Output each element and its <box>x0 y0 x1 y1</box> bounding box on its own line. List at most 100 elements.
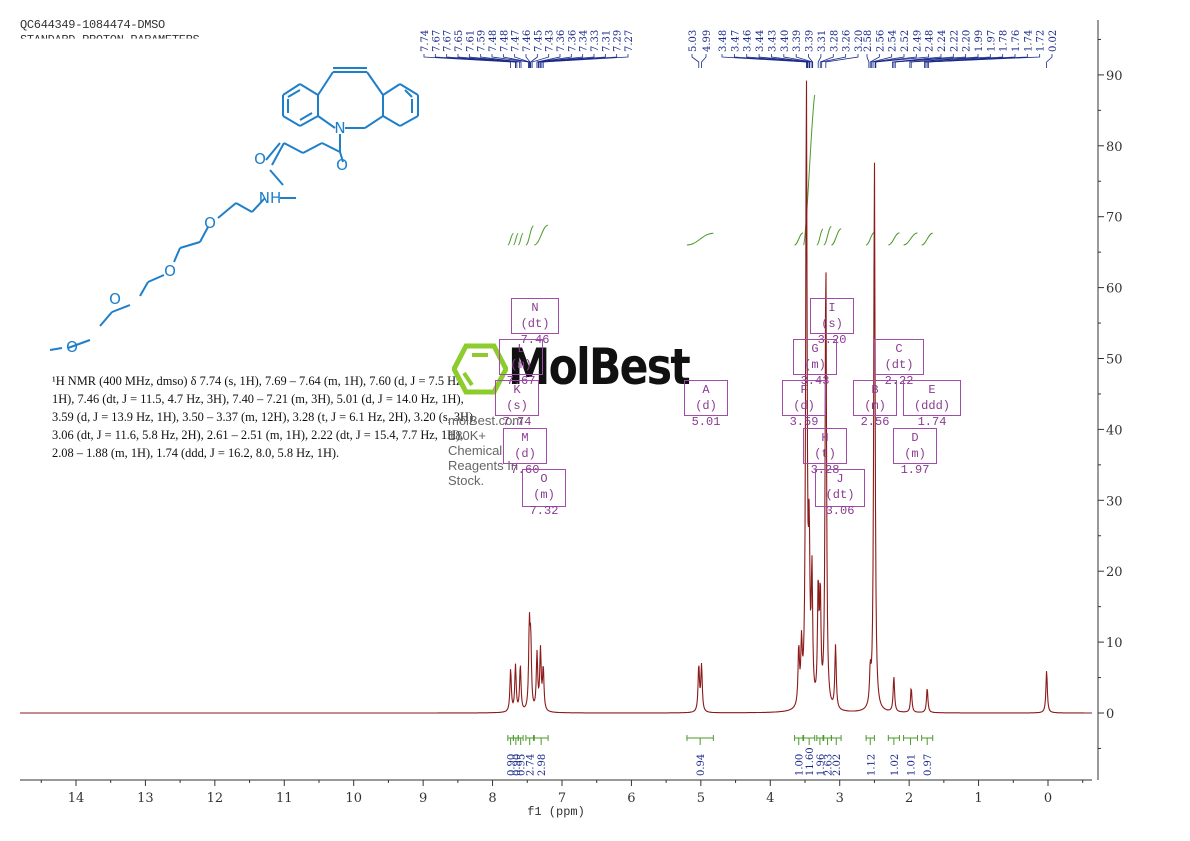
multiplet-shift: 2.22 <box>884 374 914 388</box>
y-tick-label: 40 <box>1106 423 1123 438</box>
peak-label: 7.34 <box>579 30 590 52</box>
peak-label: 1.97 <box>986 30 997 52</box>
peak-label: 5.03 <box>688 30 699 52</box>
multiplet-box-l: L (m) 7.67 <box>499 339 543 388</box>
peak-label: 2.20 <box>962 30 973 52</box>
multiplet-shift: 1.74 <box>917 415 947 429</box>
x-tick-label: 11 <box>276 791 293 806</box>
integral-value: 2.98 <box>537 754 548 776</box>
peak-label: 3.47 <box>730 30 741 52</box>
peak-label: 1.76 <box>1011 30 1022 52</box>
x-tick-label: 9 <box>419 791 427 806</box>
peak-label: 7.43 <box>545 30 556 52</box>
x-tick-label: 5 <box>697 791 705 806</box>
integral-value: 2.74 <box>526 754 537 776</box>
integral-curves <box>507 94 933 246</box>
molbest-logo-icon <box>452 343 508 395</box>
peak-label: 3.39 <box>792 30 803 52</box>
peak-label: 7.67 <box>443 30 454 52</box>
peak-label: 7.65 <box>454 30 465 52</box>
multiplet-shift: 7.32 <box>529 504 559 518</box>
x-tick-label: 2 <box>905 791 913 806</box>
peak-label: 2.56 <box>875 30 886 52</box>
multiplet-shift: 3.59 <box>789 415 819 429</box>
multiplet-box-k: K (s) 7.74 <box>495 380 539 429</box>
integral-value: 1.01 <box>907 754 918 776</box>
x-axis: 14 13 12 11 10 9 8 7 6 5 4 3 2 1 0f1 (ppm) <box>20 779 1092 819</box>
multiplet-type: E (ddd) <box>913 383 950 413</box>
peak-label: 2.22 <box>949 30 960 52</box>
y-tick-label: 10 <box>1106 636 1123 651</box>
multiplet-type: D (m) <box>904 431 926 461</box>
multiplet-shift: 3.28 <box>810 463 840 477</box>
atom-label: O <box>336 156 348 174</box>
peak-label: 3.39 <box>805 30 816 52</box>
atom-label: O <box>66 338 78 356</box>
peak-label: 1.78 <box>999 30 1010 52</box>
multiplet-type: B (m) <box>864 383 886 413</box>
peak-label: 2.49 <box>912 30 923 52</box>
chemical-structure: N O O NH O O O O <box>49 67 419 356</box>
peak-label: 1.74 <box>1023 30 1034 52</box>
peak-label: 1.72 <box>1036 30 1047 52</box>
integral-value: 0.95 <box>517 754 528 776</box>
multiplet-shift: 5.01 <box>691 415 721 429</box>
peak-label: 4.99 <box>702 30 713 52</box>
integral-value: 0.90 <box>512 754 523 776</box>
peak-label: 3.46 <box>743 30 754 52</box>
y-tick-label: 90 <box>1106 69 1123 84</box>
x-tick-label: 4 <box>766 791 774 806</box>
x-tick-label: 1 <box>974 791 982 806</box>
x-axis-label: f1 (ppm) <box>527 805 585 819</box>
multiplet-shift: 3.06 <box>825 504 855 518</box>
x-tick-label: 0 <box>1044 791 1052 806</box>
peak-label: 7.61 <box>465 30 476 52</box>
peak-label: 7.48 <box>499 30 510 52</box>
y-axis: 90 80 70 60 50 40 30 20 10 0 <box>1097 20 1123 780</box>
multiplet-type: O (m) <box>533 472 555 502</box>
multiplet-type: G (m) <box>804 342 826 372</box>
x-tick-label: 8 <box>488 791 496 806</box>
peak-label: 7.31 <box>601 30 612 52</box>
y-tick-label: 0 <box>1106 707 1114 722</box>
peak-label: 2.48 <box>925 30 936 52</box>
nmr-description: ¹H NMR (400 MHz, dmso) δ 7.74 (s, 1H), 7… <box>52 374 477 460</box>
peak-label: 7.29 <box>613 30 624 52</box>
y-tick-label: 80 <box>1106 140 1123 155</box>
x-tick-label: 7 <box>558 791 566 806</box>
multiplet-type: H (t) <box>814 431 836 461</box>
multiplet-type: A (d) <box>695 383 717 413</box>
multiplet-type: J (dt) <box>825 472 855 502</box>
multiplet-box-h: H (t) 3.28 <box>803 428 847 477</box>
peak-label: 0.02 <box>1048 30 1059 52</box>
multiplet-shift: 3.20 <box>817 333 847 347</box>
x-tick-label: 10 <box>345 791 362 806</box>
multiplet-box-e: E (ddd) 1.74 <box>903 380 961 429</box>
integral-value: 2.02 <box>832 754 843 776</box>
subtitle: STANDARD PROTON PARAMETERS <box>20 33 200 45</box>
multiplet-shift: 1.97 <box>900 463 930 477</box>
peak-label: 3.31 <box>817 30 828 52</box>
peak-label: 7.33 <box>590 30 601 52</box>
multiplet-shift: 3.43 <box>800 374 830 388</box>
peak-label: 7.45 <box>533 30 544 52</box>
atom-label: NH <box>259 189 282 207</box>
y-tick-label: 20 <box>1106 565 1123 580</box>
peak-label: 7.27 <box>624 30 635 52</box>
multiplet-type: L (m) <box>510 342 532 372</box>
subtitle-clipped: STANDARD PROTON PARAMETERS <box>20 33 199 45</box>
peak-label: 3.44 <box>755 30 766 52</box>
peak-label: 2.52 <box>900 30 911 52</box>
multiplet-box-b: B (m) 2.56 <box>853 380 897 429</box>
peak-label: 2.24 <box>937 30 948 52</box>
peak-label: 2.58 <box>863 30 874 52</box>
peak-label: 3.28 <box>829 30 840 52</box>
spectrum-trace <box>20 80 1092 714</box>
integral-value: 1.12 <box>866 754 877 776</box>
atom-label: O <box>254 150 266 168</box>
x-tick-label: 13 <box>137 791 154 806</box>
peak-label: 7.36 <box>567 30 578 52</box>
peak-label-list: 7.74 7.67 7.67 7.65 7.61 7.59 7.48 7.48 7.47 7.46… <box>420 30 1059 68</box>
multiplet-type: C (dt) <box>884 342 914 372</box>
